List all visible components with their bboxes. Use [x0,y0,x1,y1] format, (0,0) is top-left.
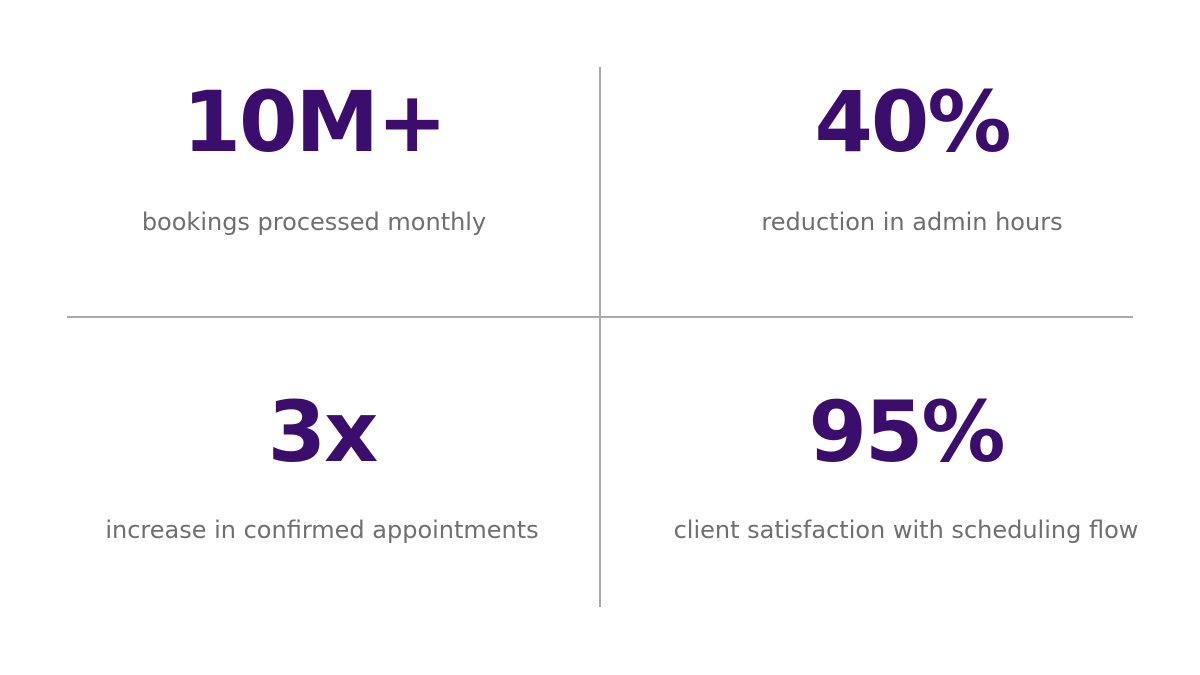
stat-label: increase in confirmed appointments [105,516,539,544]
stat-value: 10M+ [182,73,448,171]
stat-value: 95% [808,383,1005,481]
stat-label: bookings processed monthly [141,208,487,236]
stat-label: reduction in admin hours [761,208,1063,236]
stat-label: client satisfaction with scheduling flow [673,516,1139,544]
horizontal-divider [67,316,1133,318]
stat-value: 3x [267,383,379,481]
stat-value: 40% [814,73,1011,171]
vertical-divider [599,67,601,607]
